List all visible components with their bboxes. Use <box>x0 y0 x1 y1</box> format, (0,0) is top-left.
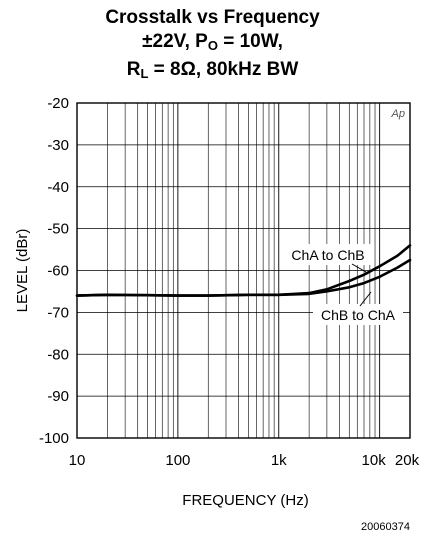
y-tick-label: -20 <box>47 95 69 112</box>
y-tick-label: -40 <box>47 179 69 196</box>
series-label-leader <box>359 291 372 307</box>
y-tick-label: -30 <box>47 137 69 154</box>
x-tick-labels: 10 100 1k 10k 20k <box>69 452 420 469</box>
series-line-chb-to-cha <box>75 258 412 297</box>
y-tick-label: -90 <box>47 388 69 405</box>
x-tick-label: 100 <box>165 452 190 469</box>
series-label: ChA to ChB <box>291 247 364 263</box>
chart-title-line-1: Crosstalk vs Frequency <box>105 7 320 28</box>
x-tick-label: 10 <box>69 452 86 469</box>
y-tick-label: -50 <box>47 221 69 238</box>
y-tick-label: -100 <box>39 430 69 447</box>
y-tick-labels: -20 -30 -40 -50 -60 -70 -80 -90 -100 <box>39 95 69 447</box>
chart-title-line-2: ±22V, PO = 10W, <box>142 31 283 53</box>
ap-mark: Ap <box>391 108 405 120</box>
plot-grid <box>77 103 410 438</box>
series-label-leader <box>351 263 367 273</box>
x-axis-label: FREQUENCY (Hz) <box>182 492 308 509</box>
series-label-background <box>313 304 403 325</box>
plot-curves: ChA to ChB ChB to ChA <box>75 244 412 325</box>
y-axis-label: LEVEL (dBr) <box>14 229 31 313</box>
y-tick-label: -80 <box>47 346 69 363</box>
x-tick-label: 10k <box>362 452 387 469</box>
series-label: ChB to ChA <box>321 307 396 323</box>
x-tick-label: 20k <box>395 452 420 469</box>
y-tick-label: -60 <box>47 263 69 280</box>
figure-reference-number: 20060374 <box>361 521 410 533</box>
plot-frame <box>76 102 411 439</box>
series-label-background <box>283 244 373 265</box>
chart-title: Crosstalk vs Frequency ±22V, PO = 10W, R… <box>0 6 425 86</box>
chart-title-line-3: RL = 8Ω, 80kHz BW <box>126 59 299 81</box>
y-tick-label: -70 <box>47 304 69 321</box>
x-tick-label: 1k <box>271 452 287 469</box>
